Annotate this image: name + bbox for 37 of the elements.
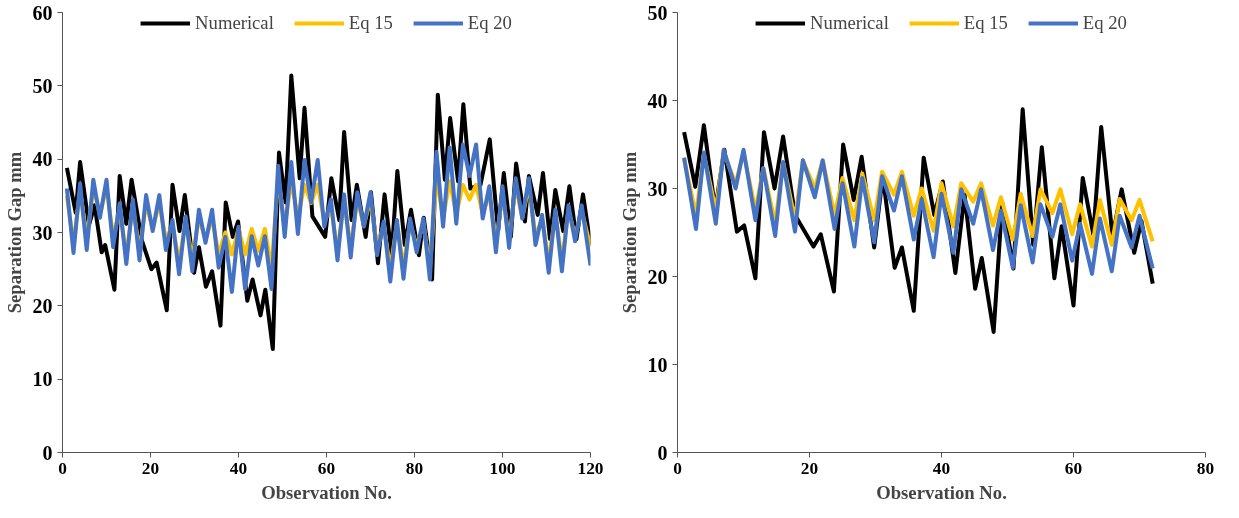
x-tick-label: 60 [1064,458,1083,478]
x-tick-label: 40 [932,458,951,478]
x-tick-label: 100 [489,458,516,478]
line-series [64,142,591,294]
y-tick-label: 40 [32,148,53,171]
x-tick-label: 80 [1196,458,1215,478]
x-tick-label: 40 [229,458,248,478]
x-tick-label: 20 [800,458,819,478]
y-tick-label: 50 [647,1,668,24]
x-tick-label: 80 [405,458,424,478]
y-tick-label: 30 [32,221,53,244]
line-series [682,147,1155,276]
x-tick-label: 60 [317,458,336,478]
y-tick-label: 20 [647,265,668,288]
x-tick-label: 0 [58,458,67,478]
y-axis-title: Separation Gap mm [618,151,640,314]
x-tick-label: 0 [673,458,682,478]
x-axis-title: Observation No. [261,481,392,503]
y-tick-label: 60 [32,1,53,24]
y-tick-label: 0 [657,441,668,464]
y-tick-label: 20 [32,294,53,317]
y-tick-label: 30 [647,177,668,200]
y-tick-label: 10 [647,353,668,376]
x-tick-label: 20 [141,458,160,478]
legend-label: Eq 20 [467,12,512,34]
x-tick-label: 120 [577,458,604,478]
legend-label: Eq 15 [963,12,1008,34]
y-tick-label: 50 [32,74,53,97]
y-axis-title: Separation Gap mm [3,151,25,314]
legend-label: Numerical [195,12,274,34]
y-tick-label: 0 [42,441,53,464]
legend-label: Eq 20 [1082,12,1127,34]
y-tick-label: 10 [32,368,53,391]
y-tick-label: 40 [647,89,668,112]
x-axis-title: Observation No. [876,481,1007,503]
legend-label: Numerical [810,12,889,34]
legend-label: Eq 15 [348,12,393,34]
